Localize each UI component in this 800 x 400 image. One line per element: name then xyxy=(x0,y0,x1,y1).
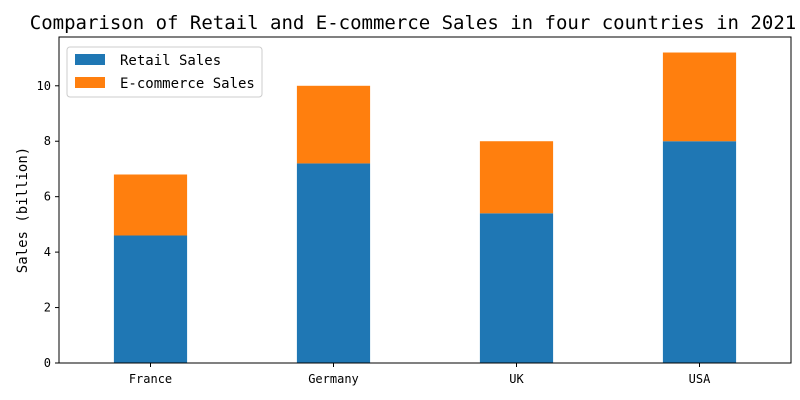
legend-box xyxy=(66,46,263,98)
chart-title: Comparison of Retail and E-commerce Sale… xyxy=(30,12,796,34)
y-tick-label: 2 xyxy=(44,301,51,315)
bar-uk-ecommerce xyxy=(479,141,554,214)
y-axis: 0 2 4 6 8 10 xyxy=(37,79,59,370)
x-axis: France Germany UK USA xyxy=(129,363,711,386)
bar-france-ecommerce xyxy=(113,174,188,236)
bars-layer xyxy=(113,52,737,363)
x-tick-label: USA xyxy=(689,372,711,386)
x-tick-label: Germany xyxy=(308,372,359,386)
legend-label: E-commerce Sales xyxy=(120,76,255,92)
y-tick-label: 6 xyxy=(44,190,51,204)
legend-swatch xyxy=(75,54,105,65)
legend-swatch xyxy=(75,77,105,88)
x-tick-label: UK xyxy=(509,372,524,386)
legend: Retail Sales E-commerce Sales xyxy=(66,46,263,98)
y-tick-label: 4 xyxy=(44,245,51,259)
bar-usa-retail xyxy=(662,141,737,363)
bar-usa-ecommerce xyxy=(662,52,737,142)
y-tick-label: 8 xyxy=(44,134,51,148)
bar-germany-retail xyxy=(296,163,371,363)
y-tick-label: 10 xyxy=(37,79,51,93)
bar-france-retail xyxy=(113,235,188,363)
y-tick-label: 0 xyxy=(44,356,51,370)
y-axis-label: Sales (billion) xyxy=(15,147,31,273)
legend-label: Retail Sales xyxy=(120,53,221,69)
bar-germany-ecommerce xyxy=(296,85,371,164)
bar-uk-retail xyxy=(479,213,554,363)
plot-frame xyxy=(58,36,792,364)
x-tick-label: France xyxy=(129,372,172,386)
